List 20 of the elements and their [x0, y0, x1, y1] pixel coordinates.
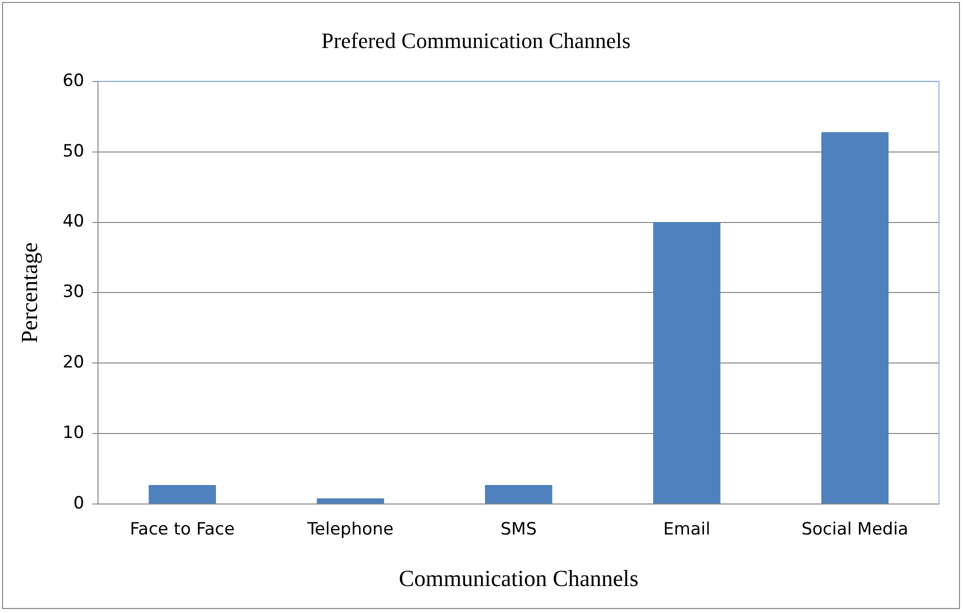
y-axis-title: Percentage	[16, 242, 42, 344]
x-axis-title: Communication Channels	[398, 566, 638, 592]
bar	[653, 222, 720, 504]
x-tick-label: Social Media	[801, 520, 908, 540]
chart-title: Prefered Communication Channels	[321, 28, 631, 53]
x-tick-label: SMS	[500, 520, 537, 540]
y-tick-label: 20	[62, 352, 84, 373]
bar	[148, 484, 216, 504]
bar	[821, 132, 889, 504]
y-tick-label: 40	[62, 212, 84, 232]
x-tick-label: Email	[663, 520, 710, 540]
y-tick-label: 50	[62, 141, 84, 162]
bar	[484, 484, 552, 504]
x-tick-label: Telephone	[306, 520, 394, 540]
bar	[316, 498, 384, 504]
x-tick-label: Face to Face	[130, 520, 235, 540]
y-tick-label: 60	[62, 70, 84, 91]
y-tick-label: 10	[62, 422, 84, 443]
y-tick-label: 0	[73, 493, 84, 514]
y-tick-label: 30	[62, 282, 84, 302]
